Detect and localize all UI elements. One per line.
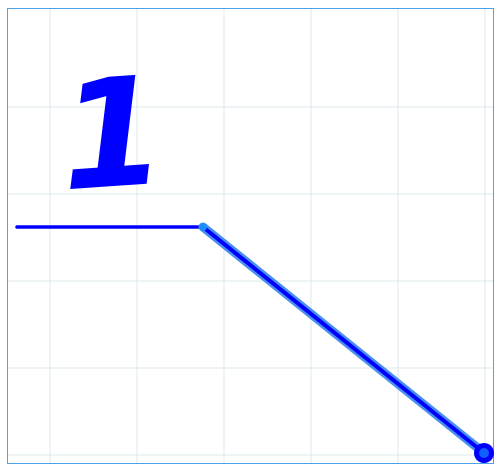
control-point-inner bbox=[479, 448, 489, 458]
handwritten-digit: 1 bbox=[54, 45, 170, 226]
drawing-canvas[interactable] bbox=[7, 8, 494, 464]
grid bbox=[8, 9, 493, 463]
diagonal-stroke[interactable] bbox=[201, 225, 486, 455]
control-point-icon[interactable] bbox=[199, 223, 207, 231]
